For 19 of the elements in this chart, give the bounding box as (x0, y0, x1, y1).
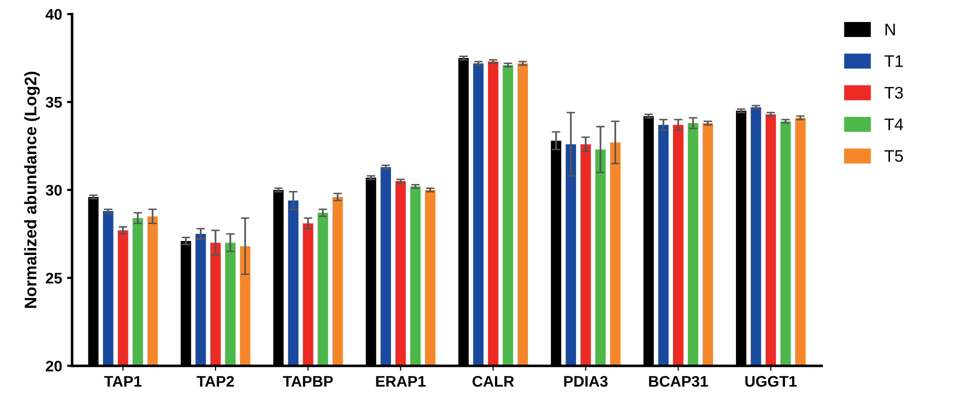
x-tick-label: CALR (472, 376, 514, 387)
x-tick-label: BCAP31 (649, 376, 708, 387)
x-tick-label: UGGT1 (745, 376, 797, 387)
legend-label: T3 (884, 86, 903, 99)
y-tick-label: 40 (46, 8, 62, 20)
y-axis-title: Normalized abundance (Log2) (24, 72, 40, 308)
x-tick-label: TAPBP (282, 376, 333, 387)
y-tick-label: 20 (46, 360, 62, 372)
x-tick-label: TAP2 (196, 376, 234, 387)
x-tick-label: TAP1 (104, 376, 142, 387)
x-tick-label: ERAP1 (376, 376, 426, 387)
legend-label: T4 (884, 118, 904, 130)
legend-label: T5 (884, 150, 903, 162)
x-tick-label: PDIA3 (564, 376, 608, 387)
y-tick-label: 30 (46, 184, 62, 196)
y-tick-label: 25 (46, 272, 62, 284)
legend-label: N (886, 24, 895, 36)
y-tick-label: 35 (46, 96, 62, 108)
legend-label: T1 (884, 55, 903, 67)
